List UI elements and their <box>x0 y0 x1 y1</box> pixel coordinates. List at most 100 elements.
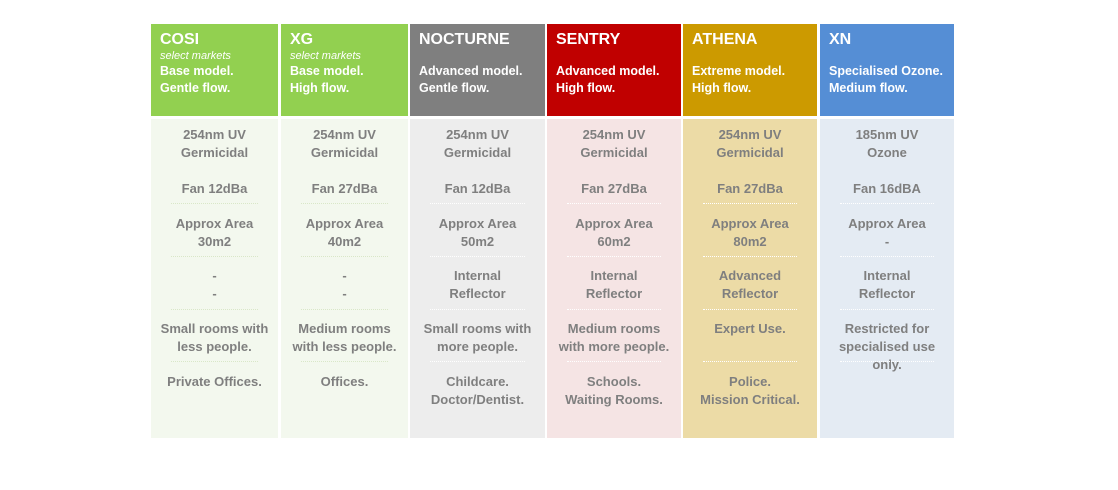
cell-line: Fan 27dBa <box>581 181 647 196</box>
column-header: NOCTURNE Advanced model. Gentle flow. <box>410 24 545 116</box>
cell-line: more people. <box>437 339 518 354</box>
example-venues-cell: Offices. <box>281 373 408 391</box>
column-nocturne: NOCTURNE Advanced model. Gentle flow. 254nm… <box>410 24 545 438</box>
model-name: NOCTURNE <box>419 31 510 48</box>
cell-line: Mission Critical. <box>700 392 800 407</box>
cell-line: Internal <box>863 268 911 283</box>
fan-noise-cell: Fan 27dBa <box>547 180 681 198</box>
usage-cell: Restricted for specialised use only. <box>820 320 954 374</box>
cell-line: - <box>212 268 217 283</box>
row-separator <box>840 203 934 204</box>
cell-line: Approx Area <box>711 216 789 231</box>
uv-type-cell: 185nm UV Ozone <box>820 126 954 162</box>
area-cell: Approx Area 50m2 <box>410 215 545 251</box>
row-separator <box>703 361 797 362</box>
model-description-line: Advanced model. <box>556 64 660 78</box>
cell-line: Reflector <box>858 286 916 301</box>
cell-line: Schools. <box>586 374 642 389</box>
row-separator <box>430 203 525 204</box>
cell-line: Small rooms with <box>160 321 269 336</box>
cell-line: Germicidal <box>580 145 648 160</box>
cell-line: Germicidal <box>310 145 379 160</box>
area-cell: Approx Area 80m2 <box>683 215 817 251</box>
uv-type-cell: 254nm UV Germicidal <box>547 126 681 162</box>
usage-cell: Small rooms with more people. <box>410 320 545 356</box>
fan-noise-cell: Fan 27dBa <box>683 180 817 198</box>
uv-type-cell: 254nm UV Germicidal <box>683 126 817 162</box>
cell-line: Childcare. <box>446 374 509 389</box>
model-description-line: High flow. <box>556 81 616 95</box>
cell-line: - <box>884 234 890 249</box>
cell-line: less people. <box>177 339 252 354</box>
cell-line: 60m2 <box>597 234 631 249</box>
model-name: ATHENA <box>692 31 758 48</box>
column-header: SENTRY Advanced model. High flow. <box>547 24 681 116</box>
column-body: 254nm UV Germicidal Fan 27dBa Approx Area 60… <box>547 119 681 438</box>
example-venues-cell: Police. Mission Critical. <box>683 373 817 409</box>
cell-line: Private Offices. <box>167 374 262 389</box>
row-separator <box>567 256 661 257</box>
column-body: 254nm UV Germicidal Fan 12dBa Approx Area 30… <box>151 119 278 438</box>
row-separator <box>301 309 388 310</box>
cell-line: 50m2 <box>460 234 495 249</box>
column-header: COSI select markets Base model. Gentle flow… <box>151 24 278 116</box>
cell-line: Approx Area <box>305 216 384 231</box>
column-body: 254nm UV Germicidal Fan 12dBa Approx Area 50… <box>410 119 545 438</box>
row-separator <box>703 256 797 257</box>
cell-line: - <box>342 286 347 301</box>
model-name: COSI <box>160 31 200 48</box>
column-header: XN Specialised Ozone. Medium flow. <box>820 24 954 116</box>
cell-line: Fan 12dBa <box>181 181 248 196</box>
cell-line: Fan 12dBa <box>444 181 511 196</box>
column-body: 185nm UV Ozone Fan 16dBA Approx Area - Intern… <box>820 119 954 438</box>
model-description-line: Gentle flow. <box>419 81 490 95</box>
usage-cell: Expert Use. <box>683 320 817 338</box>
cell-line: 254nm UV <box>582 127 646 142</box>
row-separator <box>840 309 934 310</box>
column-body: 254nm UV Germicidal Fan 27dBa Approx Area 80… <box>683 119 817 438</box>
cell-line: Germicidal <box>716 145 784 160</box>
cell-line: Restricted for <box>844 321 930 336</box>
cell-line: Approx Area <box>848 216 926 231</box>
model-description-line: Gentle flow. <box>160 81 231 95</box>
cell-line: Germicidal <box>443 145 512 160</box>
cell-line: 80m2 <box>733 234 767 249</box>
model-description-line: Extreme model. <box>692 64 786 78</box>
model-name: SENTRY <box>556 31 621 48</box>
product-comparison-table: COSI select markets Base model. Gentle flow… <box>151 24 954 438</box>
model-description-line: High flow. <box>692 81 752 95</box>
row-separator <box>703 309 797 310</box>
cell-line: Advanced <box>718 268 782 283</box>
area-cell: Approx Area - <box>820 215 954 251</box>
uv-type-cell: 254nm UV Germicidal <box>151 126 278 162</box>
model-description-line: High flow. <box>290 81 350 95</box>
cell-line: Reflector <box>721 286 779 301</box>
column-xn: XN Specialised Ozone. Medium flow. 185nm UV… <box>820 24 954 438</box>
cell-line: Approx Area <box>438 216 517 231</box>
cell-line: specialised use <box>838 339 936 354</box>
market-note: select markets <box>160 50 231 62</box>
model-description-line: Specialised Ozone. <box>829 64 943 78</box>
row-separator <box>301 361 388 362</box>
column-header: XG select markets Base model. High flow. <box>281 24 408 116</box>
reflector-cell: Advanced Reflector <box>683 267 817 303</box>
reflector-cell: -- <box>151 267 278 303</box>
cell-line: 254nm UV <box>313 127 376 142</box>
example-venues-cell: Private Offices. <box>151 373 278 391</box>
fan-noise-cell: Fan 12dBa <box>151 180 278 198</box>
model-description-line: Base model. <box>160 64 234 78</box>
row-separator <box>171 203 258 204</box>
area-cell: Approx Area 60m2 <box>547 215 681 251</box>
row-separator <box>430 309 525 310</box>
row-separator <box>301 203 388 204</box>
cell-line: Doctor/Dentist. <box>430 392 525 407</box>
cell-line: Fan 27dBa <box>311 181 378 196</box>
cell-line: Ozone <box>867 145 907 160</box>
market-note: select markets <box>290 50 361 62</box>
area-cell: Approx Area 40m2 <box>281 215 408 251</box>
row-separator <box>430 361 525 362</box>
example-venues-cell: Schools. Waiting Rooms. <box>547 373 681 409</box>
usage-cell: Small rooms with less people. <box>151 320 278 356</box>
row-separator <box>567 203 661 204</box>
row-separator <box>171 256 258 257</box>
